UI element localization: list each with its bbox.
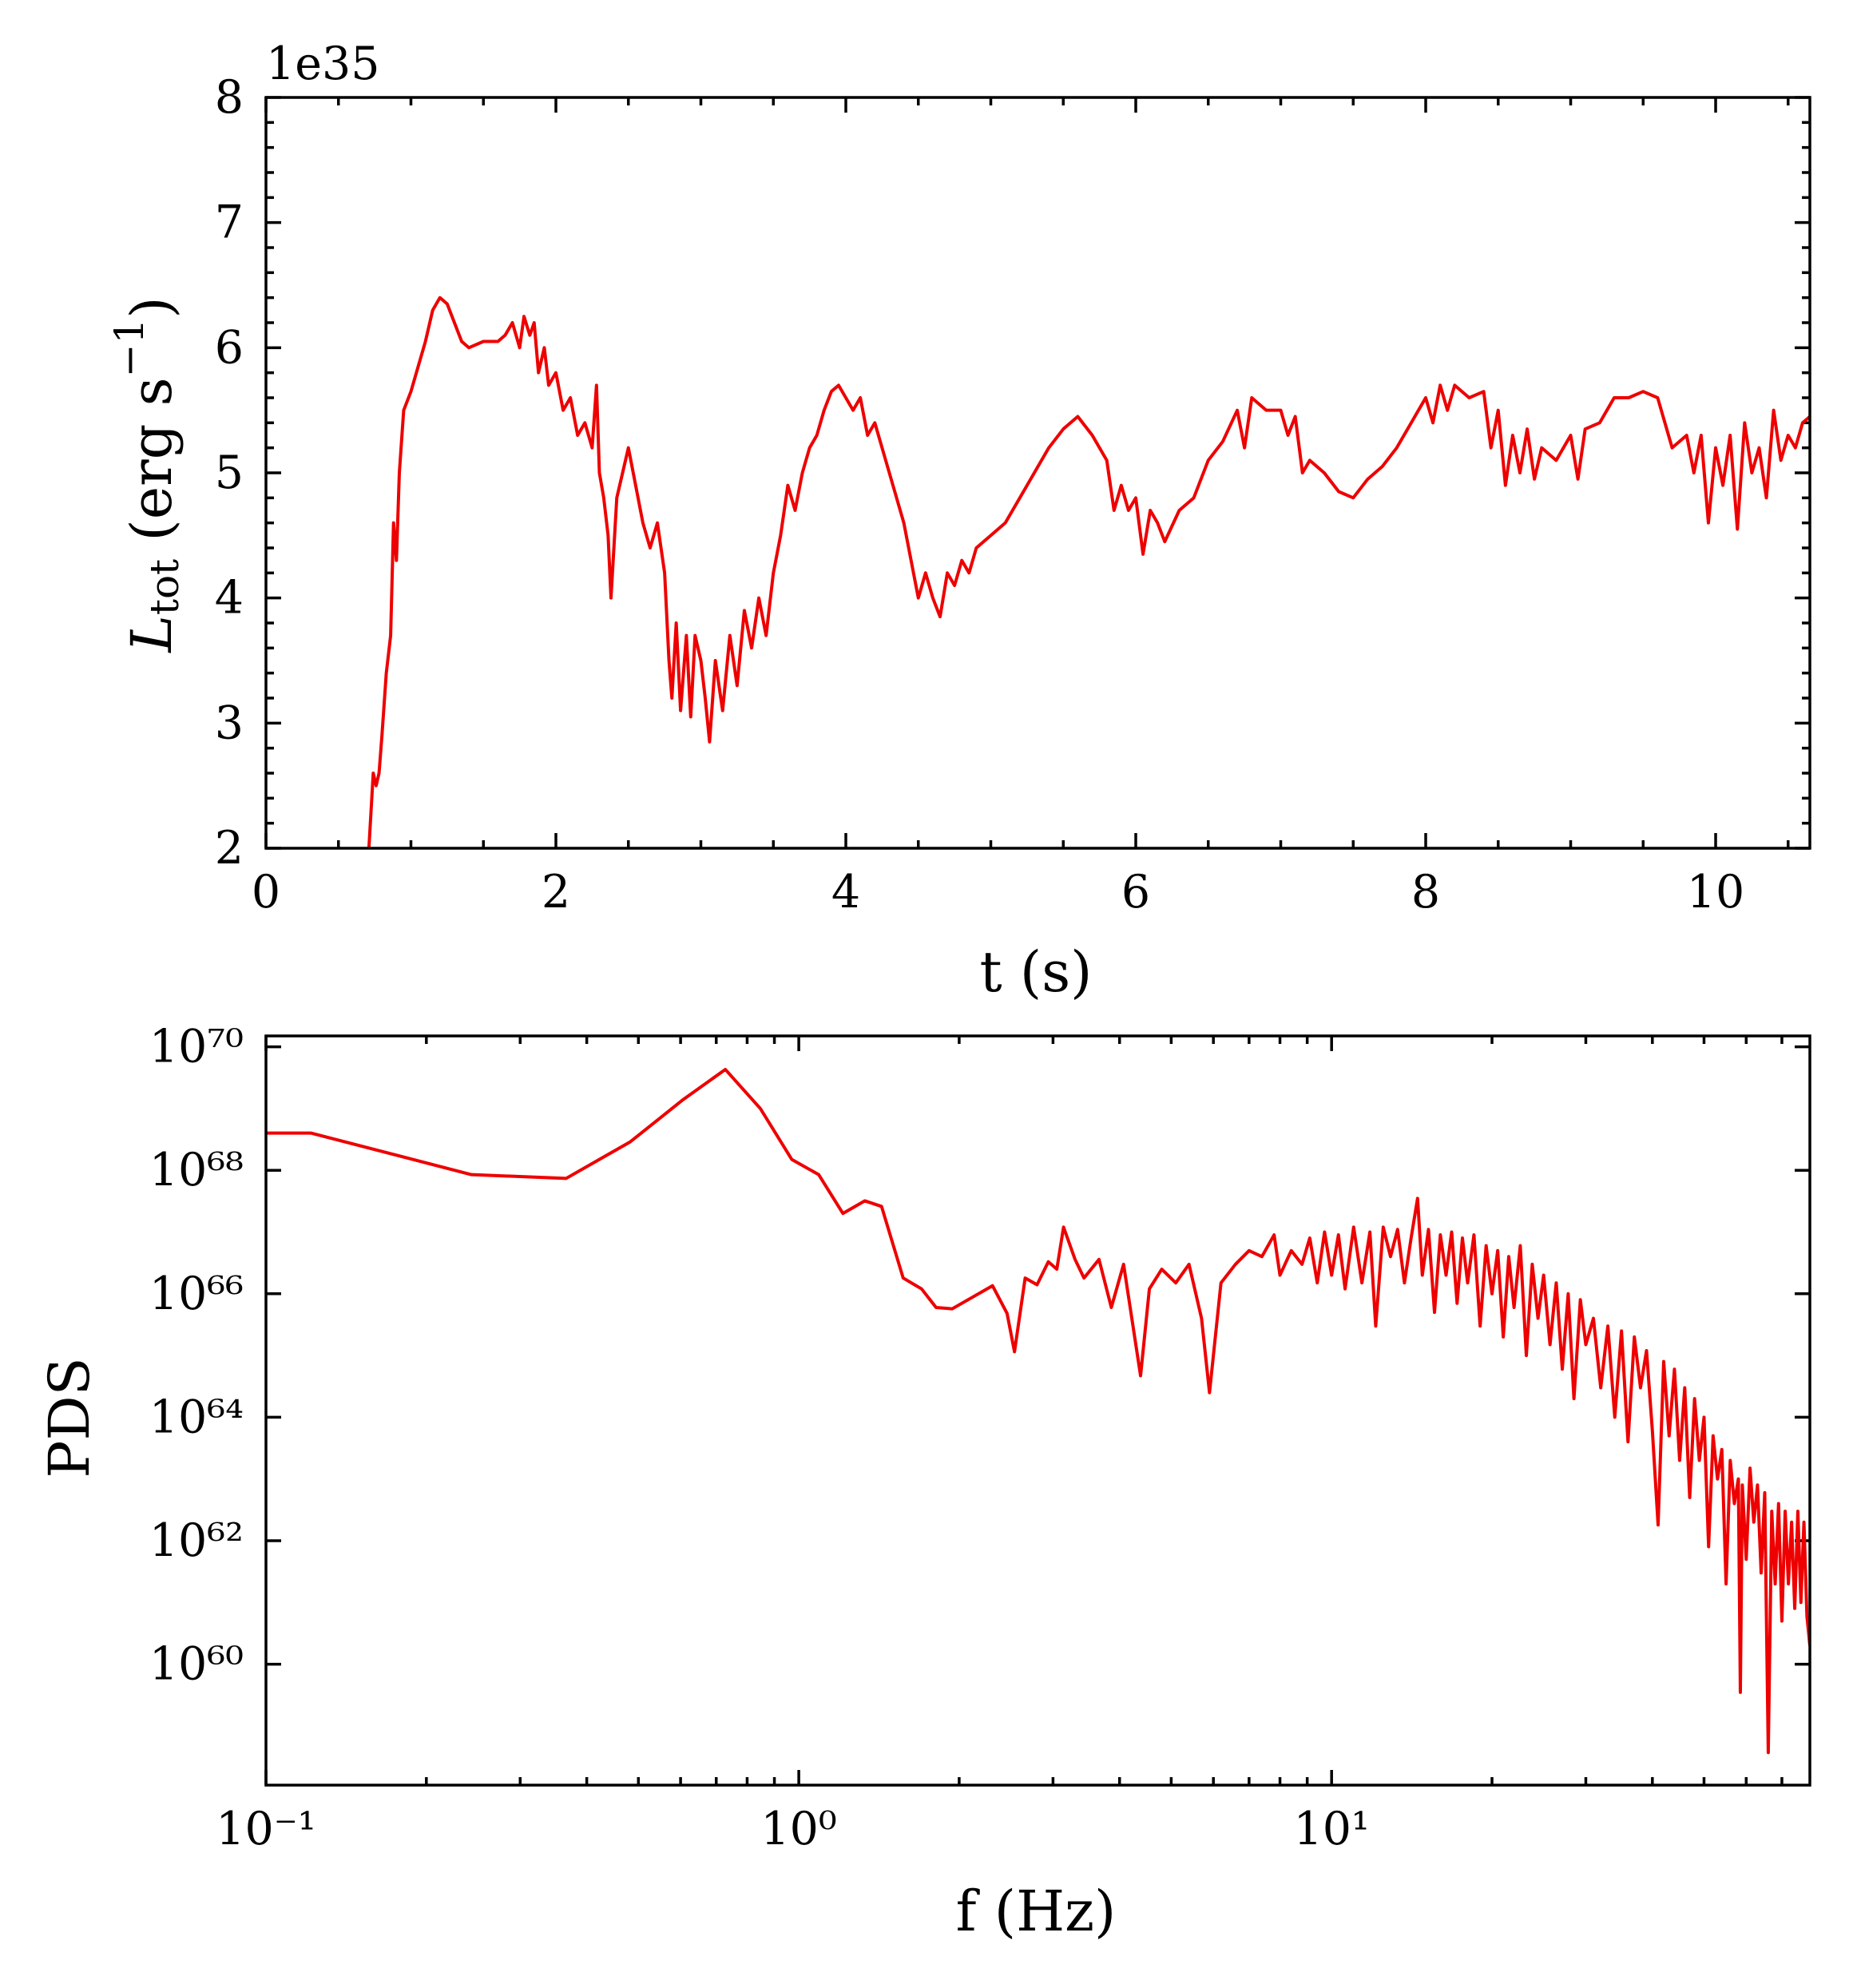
- y-tick-label: 10⁶⁴: [149, 1391, 244, 1443]
- y-tick-label: 10⁶⁰: [149, 1638, 244, 1691]
- x-tick-label: 4: [831, 866, 860, 919]
- x-tick-label: 0: [252, 866, 280, 919]
- y-axis-label: Ltot (erg s−1): [106, 296, 188, 653]
- x-tick-label: 10⁻¹: [216, 1803, 315, 1855]
- y-axis-label-part: ): [119, 296, 185, 318]
- offset-label: 1e35: [266, 38, 380, 90]
- y-tick-label: 8: [215, 71, 244, 124]
- y-axis-label-part: tot: [141, 559, 188, 615]
- y-axis-label-part: (erg s: [119, 377, 185, 558]
- x-tick-label: 10: [1687, 866, 1745, 919]
- x-axis-label: t (s): [980, 939, 1093, 1005]
- y-tick-label: 3: [215, 696, 244, 749]
- data-line: [367, 296, 1810, 848]
- x-tick-label: 8: [1411, 866, 1440, 919]
- x-tick-label: 10⁰: [760, 1803, 836, 1855]
- y-axis-label-part: PDS: [37, 1357, 102, 1478]
- axes-frame: [264, 96, 1811, 850]
- y-tick-label: 10⁷⁰: [149, 1021, 244, 1073]
- data-line: [266, 1067, 1810, 1755]
- y-tick-label: 7: [215, 196, 244, 249]
- y-axis-label: PDS: [37, 1357, 102, 1478]
- y-axis-label-part: L: [119, 615, 185, 653]
- y-axis-label-part: −1: [106, 319, 153, 378]
- y-tick-label: 5: [215, 446, 244, 499]
- y-tick-label: 2: [215, 822, 244, 875]
- y-tick-label: 4: [215, 572, 244, 625]
- y-tick-label: 10⁶⁶: [149, 1268, 244, 1320]
- axes-frame: [264, 1034, 1811, 1787]
- x-tick-label: 2: [542, 866, 570, 919]
- x-tick-label: 10¹: [1293, 1803, 1369, 1855]
- x-tick-label: 6: [1121, 866, 1150, 919]
- y-tick-label: 10⁶⁸: [149, 1144, 244, 1196]
- y-tick-label: 10⁶²: [149, 1514, 244, 1567]
- x-axis-label: f (Hz): [956, 1879, 1117, 1944]
- y-tick-label: 6: [215, 321, 244, 374]
